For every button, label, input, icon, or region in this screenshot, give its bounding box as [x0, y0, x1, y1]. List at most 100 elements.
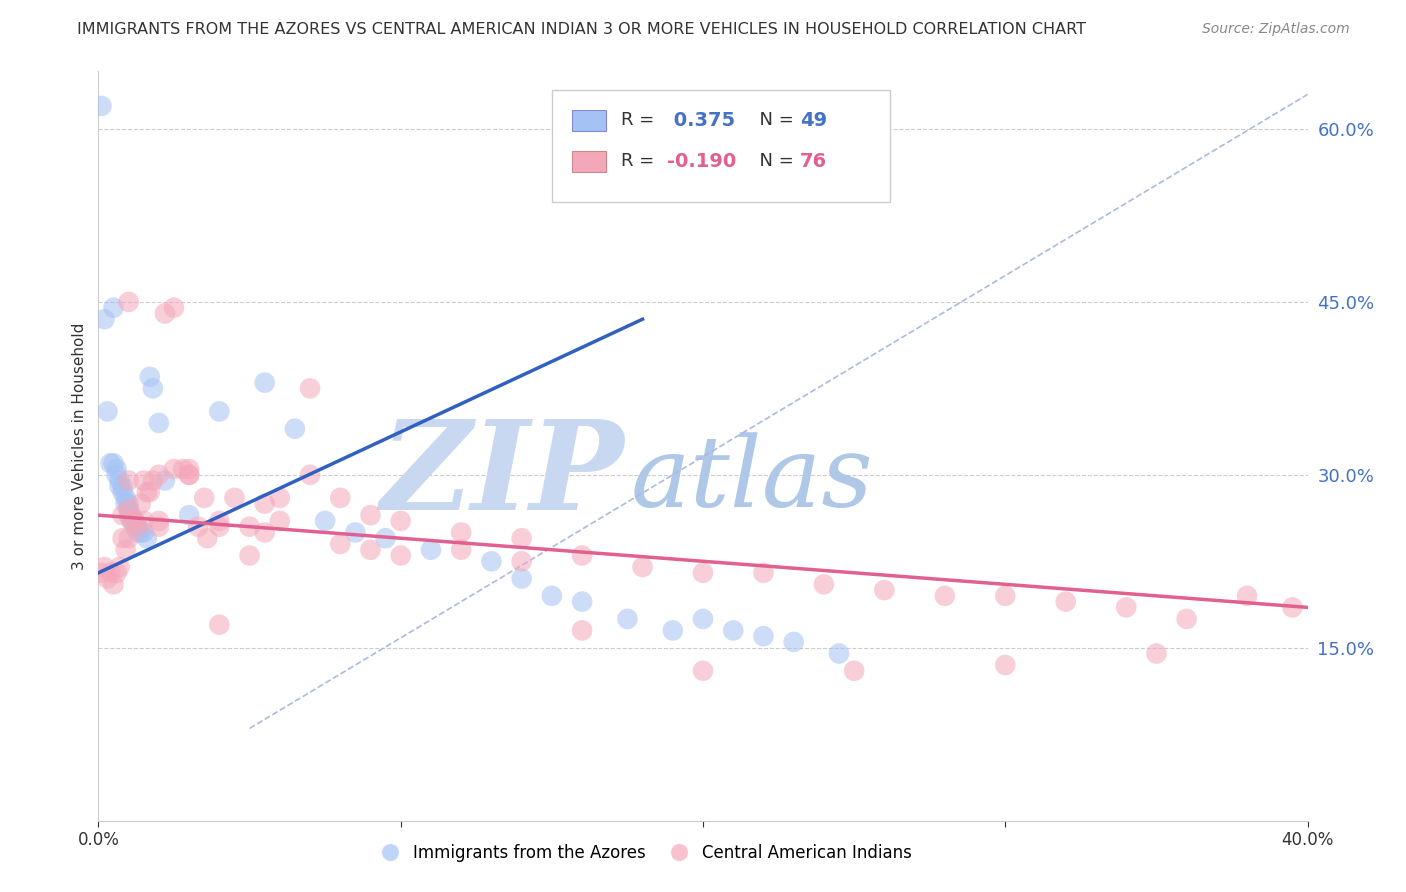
Point	[100, 566, 122, 580]
Point	[121, 508, 143, 523]
Text: -0.190: -0.190	[666, 152, 735, 170]
Point	[994, 658, 1017, 673]
Point	[111, 479, 134, 493]
Point	[571, 594, 593, 608]
Point	[124, 514, 146, 528]
Point	[299, 467, 322, 482]
Point	[329, 491, 352, 505]
Point	[93, 560, 115, 574]
Legend: Immigrants from the Azores, Central American Indians: Immigrants from the Azores, Central Amer…	[366, 838, 920, 869]
Point	[96, 404, 118, 418]
FancyBboxPatch shape	[551, 90, 890, 202]
Point	[148, 519, 170, 533]
Point	[135, 485, 157, 500]
Text: ZIP: ZIP	[381, 415, 624, 537]
Point	[510, 531, 533, 545]
Point	[692, 566, 714, 580]
Point	[124, 519, 146, 533]
Point	[253, 376, 276, 390]
Point	[172, 462, 194, 476]
Point	[224, 491, 246, 505]
Point	[239, 519, 262, 533]
Point	[1281, 600, 1303, 615]
Point	[105, 462, 128, 476]
Point	[994, 589, 1017, 603]
Point	[269, 491, 291, 505]
Point	[299, 381, 322, 395]
Point	[127, 519, 149, 533]
Point	[1144, 647, 1167, 661]
Point	[163, 462, 186, 476]
Point	[142, 474, 165, 488]
Point	[132, 514, 155, 528]
Point	[179, 508, 201, 523]
Point	[239, 549, 262, 563]
Point	[105, 566, 128, 580]
Point	[314, 514, 336, 528]
Point	[389, 549, 412, 563]
Point	[105, 467, 128, 482]
Point	[127, 519, 149, 533]
Point	[108, 560, 131, 574]
Point	[129, 525, 152, 540]
Point	[253, 497, 276, 511]
Point	[360, 508, 382, 523]
Point	[510, 572, 533, 586]
Point	[127, 525, 149, 540]
Point	[121, 514, 143, 528]
Point	[118, 502, 141, 516]
Point	[360, 542, 382, 557]
Point	[1054, 594, 1077, 608]
Point	[100, 456, 122, 470]
Point	[103, 456, 125, 470]
Bar	[572, 110, 606, 130]
Point	[1115, 600, 1137, 615]
Point	[692, 612, 714, 626]
Point	[723, 624, 745, 638]
Point	[934, 589, 956, 603]
Point	[208, 514, 231, 528]
Point	[208, 617, 231, 632]
Point	[481, 554, 503, 568]
Point	[118, 531, 141, 545]
Point	[103, 301, 125, 315]
Text: IMMIGRANTS FROM THE AZORES VS CENTRAL AMERICAN INDIAN 3 OR MORE VEHICLES IN HOUS: IMMIGRANTS FROM THE AZORES VS CENTRAL AM…	[77, 22, 1087, 37]
Point	[132, 474, 155, 488]
Point	[269, 514, 291, 528]
Point	[571, 624, 593, 638]
Point	[114, 497, 136, 511]
Point	[139, 485, 162, 500]
Point	[510, 554, 533, 568]
Point	[163, 301, 186, 315]
Point	[828, 647, 851, 661]
Text: N =: N =	[748, 112, 799, 129]
Point	[844, 664, 866, 678]
Point	[153, 474, 176, 488]
Text: 0.375: 0.375	[666, 111, 735, 129]
Point	[752, 629, 775, 643]
Text: R =: R =	[621, 153, 659, 170]
Point	[142, 381, 165, 395]
Point	[420, 542, 443, 557]
Point	[208, 519, 231, 533]
Point	[179, 467, 201, 482]
Text: Source: ZipAtlas.com: Source: ZipAtlas.com	[1202, 22, 1350, 37]
Point	[111, 508, 134, 523]
Point	[139, 369, 162, 384]
Text: 76: 76	[800, 152, 827, 170]
Point	[124, 514, 146, 528]
Point	[616, 612, 638, 626]
Point	[374, 531, 396, 545]
Point	[135, 531, 157, 545]
Point	[111, 531, 134, 545]
Point	[118, 474, 141, 488]
Point	[148, 467, 170, 482]
Point	[450, 525, 472, 540]
Point	[118, 497, 141, 511]
Point	[813, 577, 835, 591]
Point	[90, 99, 112, 113]
Point	[118, 508, 141, 523]
Y-axis label: 3 or more Vehicles in Household: 3 or more Vehicles in Household	[72, 322, 87, 570]
Text: 49: 49	[800, 111, 827, 129]
Point	[148, 416, 170, 430]
